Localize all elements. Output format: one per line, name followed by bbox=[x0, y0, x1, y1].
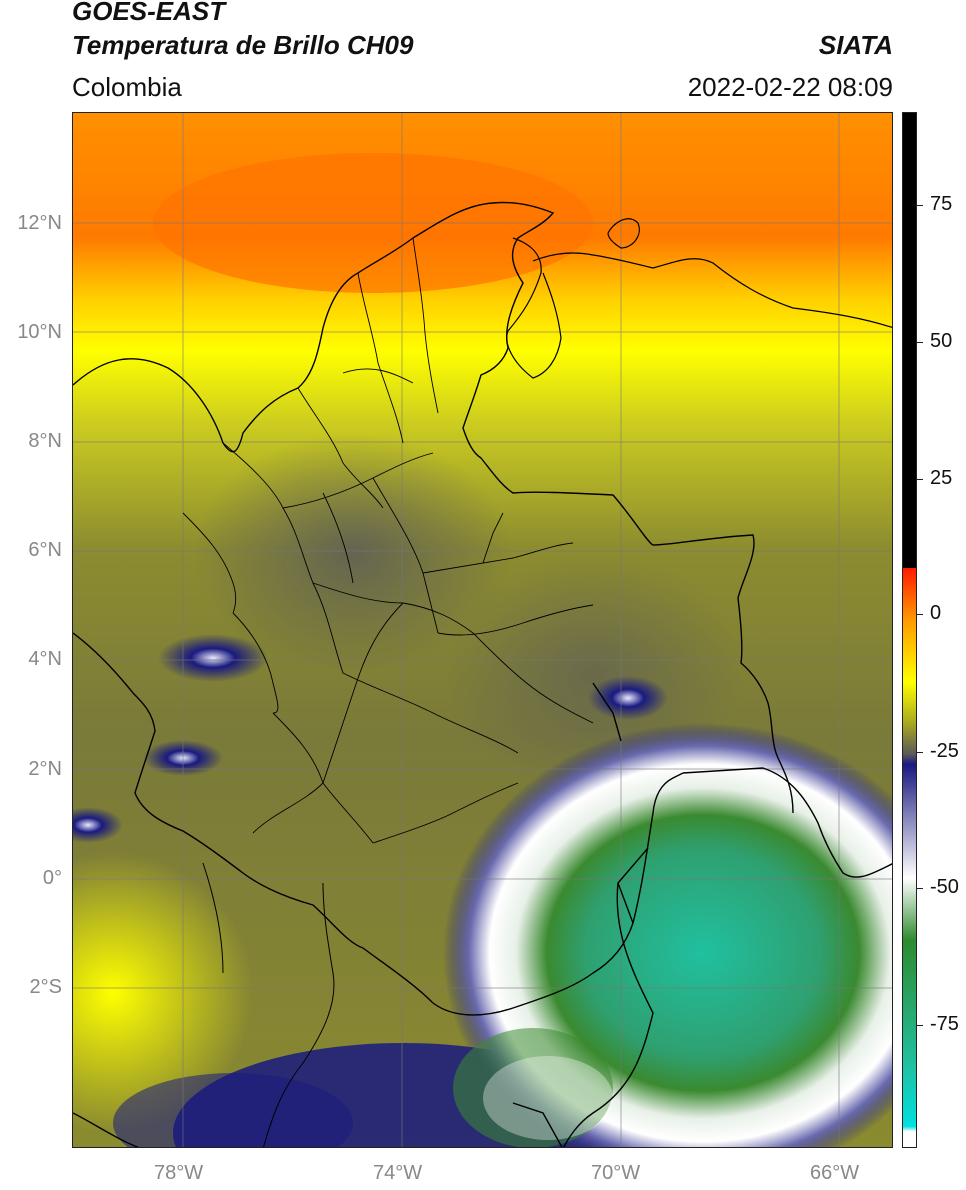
datetime-label: 2022-02-22 08:09 bbox=[687, 72, 893, 102]
lon-label-78w: 78°W bbox=[154, 1162, 204, 1184]
colorbar-label-minus25: -25 bbox=[930, 740, 959, 762]
colorbar-label-75: 75 bbox=[930, 193, 953, 215]
convective-cell-3 bbox=[73, 807, 123, 843]
lat-label-4n: 4°N bbox=[28, 648, 62, 670]
lat-label-12n: 12°N bbox=[17, 212, 62, 234]
product-title: Temperatura de Brillo CH09 bbox=[72, 30, 414, 60]
region-label: Colombia bbox=[72, 72, 182, 102]
colorbar-tick bbox=[917, 205, 923, 206]
lon-label-66w: 66°W bbox=[810, 1162, 860, 1184]
white-cloud-tops bbox=[483, 1056, 613, 1140]
colorbar-tick bbox=[917, 1025, 923, 1026]
lat-label-8n: 8°N bbox=[28, 430, 62, 452]
lat-label-2n: 2°N bbox=[28, 758, 62, 780]
convective-cell-1 bbox=[158, 634, 268, 682]
colorbar-label-25: 25 bbox=[930, 467, 953, 489]
agency-label: SIATA bbox=[818, 30, 893, 60]
lon-label-70w: 70°W bbox=[591, 1162, 641, 1184]
convective-cell-4 bbox=[588, 676, 668, 720]
lat-label-0: 0° bbox=[42, 867, 62, 889]
colorbar-tick bbox=[917, 752, 923, 753]
departmental-borders bbox=[182, 237, 594, 844]
lat-label-10n: 10°N bbox=[17, 321, 62, 343]
brightness-temperature-image bbox=[73, 113, 892, 1147]
lat-label-6n: 6°N bbox=[28, 539, 62, 561]
colorbar-label-minus75: -75 bbox=[930, 1013, 959, 1035]
venezuela-coast bbox=[506, 218, 892, 379]
yellow-ocean-region bbox=[73, 853, 253, 1133]
colorbar-label-minus50: -50 bbox=[930, 876, 959, 898]
lon-label-74w: 74°W bbox=[373, 1162, 423, 1184]
peru-ecuador-borders bbox=[202, 862, 335, 1147]
colorbar-tick bbox=[917, 888, 923, 889]
colorbar-label-50: 50 bbox=[930, 330, 953, 352]
satellite-map bbox=[72, 112, 893, 1148]
colorbar-tick bbox=[917, 479, 923, 480]
lat-label-2s: 2°S bbox=[29, 976, 62, 998]
colorbar-label-0: 0 bbox=[930, 602, 942, 624]
colorbar-tick bbox=[917, 342, 923, 343]
satellite-title: GOES-EAST bbox=[72, 0, 226, 26]
green-cloud-tops bbox=[453, 1028, 613, 1147]
colorbar bbox=[902, 112, 917, 1148]
navy-cloud-southwest bbox=[113, 1073, 353, 1147]
colorbar-tick bbox=[917, 614, 923, 615]
